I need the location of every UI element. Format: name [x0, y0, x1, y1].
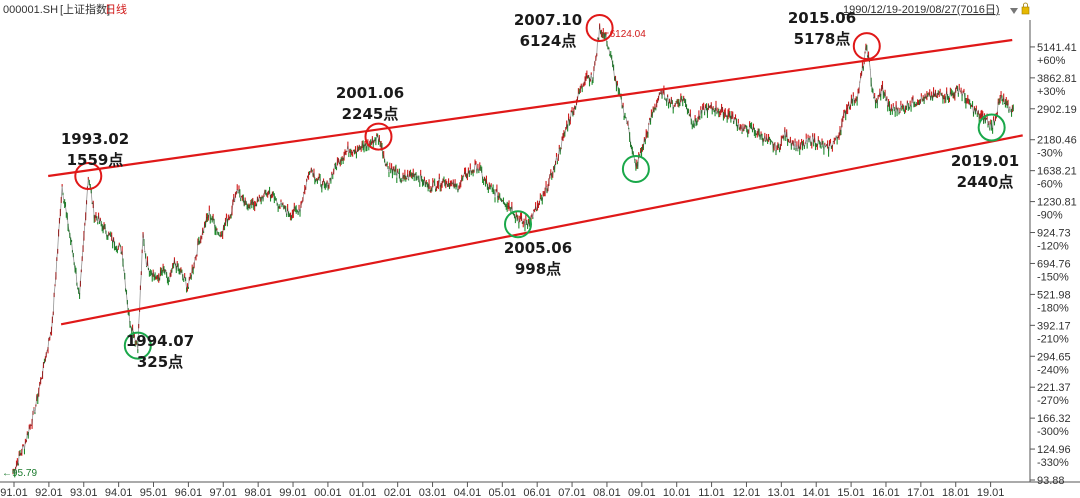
x-tick-label: 98.01	[244, 487, 272, 498]
annotation-date-2019-01: 2019.01	[951, 152, 1019, 170]
y-tick-label: 294.65	[1037, 351, 1071, 363]
annotation-value-2019-01: 2440点	[957, 173, 1014, 191]
x-tick-label: 06.01	[523, 487, 551, 498]
x-tick-label: 12.01	[733, 487, 761, 498]
x-tick-label: 99.01	[279, 487, 307, 498]
x-tick-label: 18.01	[942, 487, 970, 498]
y-tick-label: 221.37	[1037, 382, 1071, 394]
chart-period: 日线	[105, 2, 127, 16]
circle-2019-01	[977, 113, 1006, 142]
y-tick-percent: -240%	[1037, 364, 1069, 376]
x-tick-label: 07.01	[558, 487, 586, 498]
circle-2008-10	[621, 154, 650, 183]
x-tick-label: 95.01	[140, 487, 168, 498]
annotation-value-2015-06: 5178点	[794, 30, 851, 48]
x-tick-label: 94.01	[105, 487, 133, 498]
date-range[interactable]: 1990/12/19-2019/08/27(7016日)	[843, 4, 1000, 16]
y-tick-label: 93.88	[1037, 475, 1065, 487]
y-tick-label: 694.76	[1037, 258, 1071, 270]
annotation-value-2005-06: 998点	[515, 260, 561, 278]
x-tick-label: 14.01	[802, 487, 830, 498]
y-axis-ticks: 5141.41+60% 3862.81+30% 2902.19 2180.46-30%…	[1030, 42, 1077, 487]
y-tick-label: 2180.46	[1037, 135, 1077, 147]
x-tick-label: 16.01	[872, 487, 900, 498]
x-tick-label: 00.01	[314, 487, 342, 498]
annotation-value-1993-02: 1559点	[67, 151, 124, 169]
circle-2015-06	[852, 32, 881, 61]
y-tick-label: 166.32	[1037, 413, 1071, 425]
low-value-label: ←95.79	[2, 468, 37, 479]
y-tick-label: 924.73	[1037, 228, 1071, 240]
x-tick-label: 17.01	[907, 487, 935, 498]
x-tick-label: 08.01	[593, 487, 621, 498]
y-tick-label: 392.17	[1037, 320, 1071, 332]
y-tick-label: 124.96	[1037, 444, 1071, 456]
y-tick-percent: -60%	[1037, 179, 1063, 191]
x-tick-label: 04.01	[454, 487, 482, 498]
annotation-date-2015-06: 2015.06	[788, 9, 856, 27]
lock-icon[interactable]	[1021, 2, 1030, 15]
peak-value-label: 6124.04	[610, 29, 647, 40]
x-tick-label: 96.01	[175, 487, 203, 498]
channel-line-upper	[48, 38, 1013, 178]
y-tick-percent: -30%	[1037, 148, 1063, 160]
circle-1993-02	[74, 162, 103, 191]
x-tick-label: 10.01	[663, 487, 691, 498]
trend-channel	[48, 38, 1023, 326]
y-tick-label: 521.98	[1037, 289, 1071, 301]
y-tick-percent: -330%	[1037, 457, 1069, 469]
annotation-date-2001-06: 2001.06	[336, 84, 404, 102]
annotation-date-1994-07: 1994.07	[126, 332, 194, 350]
annotations: 1993.02 1559点 1994.07 325点 2001.06 2245点 2005.…	[61, 9, 1019, 371]
x-tick-label: 05.01	[489, 487, 517, 498]
x-tick-label: 02.01	[384, 487, 412, 498]
y-tick-percent: -180%	[1037, 302, 1069, 314]
y-tick-label: 1638.21	[1037, 166, 1077, 178]
annotation-value-1994-07: 325点	[137, 353, 183, 371]
price-line	[12, 24, 1014, 474]
chart-symbol: 000001.SH	[3, 4, 58, 16]
y-tick-percent: -270%	[1037, 395, 1069, 407]
x-tick-label: 11.01	[698, 487, 725, 498]
x-tick-label: 19.01	[977, 487, 1005, 498]
annotation-date-2005-06: 2005.06	[504, 239, 572, 257]
x-tick-label: 01.01	[349, 487, 377, 498]
x-tick-label: 93.01	[70, 487, 98, 498]
x-tick-label: 15.01	[837, 487, 865, 498]
annotation-value-2007-10: 6124点	[520, 32, 577, 50]
y-tick-percent: -210%	[1037, 333, 1069, 345]
x-tick-label: 97.01	[210, 487, 238, 498]
annotation-date-1993-02: 1993.02	[61, 130, 129, 148]
circle-2001-06	[364, 122, 393, 151]
x-tick-label: 03.01	[419, 487, 447, 498]
chart-index-name: [上证指数]	[60, 2, 110, 16]
y-tick-percent: -120%	[1037, 241, 1069, 253]
circle-2005-06	[504, 210, 532, 239]
y-tick-label: 5141.41	[1037, 42, 1077, 54]
y-tick-percent: +60%	[1037, 55, 1066, 67]
x-tick-label: 13.01	[768, 487, 796, 498]
y-tick-label: 1230.81	[1037, 197, 1077, 209]
y-tick-percent: -90%	[1037, 210, 1063, 222]
dropdown-arrow-icon[interactable]	[1010, 8, 1018, 14]
y-tick-percent: -150%	[1037, 271, 1069, 283]
circle-1994-07	[123, 331, 152, 360]
y-tick-label: 2902.19	[1037, 104, 1077, 116]
x-tick-label: 92.01	[35, 487, 63, 498]
y-tick-percent: +30%	[1037, 86, 1066, 98]
y-tick-label: 3862.81	[1037, 73, 1077, 85]
channel-line-lower	[60, 134, 1023, 326]
circle-2007-10	[585, 14, 614, 43]
x-tick-label: 91.01	[0, 487, 28, 498]
annotation-date-2007-10: 2007.10	[514, 11, 582, 29]
annotation-value-2001-06: 2245点	[342, 105, 399, 123]
x-tick-label: 09.01	[628, 487, 656, 498]
x-axis-ticks: 91.01 92.01 93.01 94.01 95.01 96.01 97.01 98.01…	[0, 482, 1004, 498]
y-tick-percent: -300%	[1037, 426, 1069, 438]
